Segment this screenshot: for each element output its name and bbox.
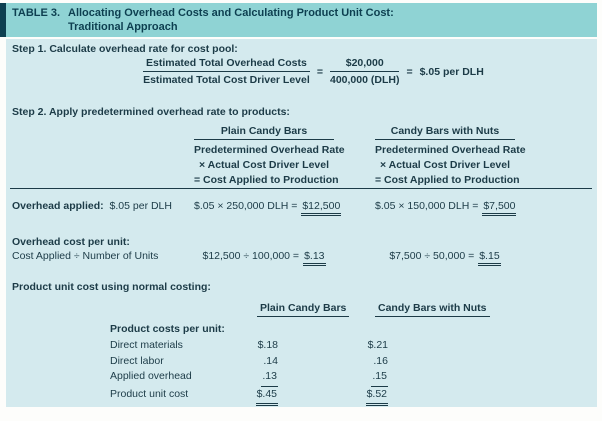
value: $.21 bbox=[367, 339, 388, 351]
table-title-line1: Allocating Overhead Costs and Calculatin… bbox=[68, 7, 394, 19]
value: $.52 bbox=[365, 387, 388, 406]
overhead-applied-plain-equation: $.05 × 250,000 DLH = $12,500 bbox=[194, 200, 342, 216]
formula-value-fraction: $20,000 400,000 (DLH) bbox=[330, 57, 400, 86]
step1-heading: Step 1. Calculate overhead rate for cost… bbox=[12, 43, 238, 55]
step1-formula: Estimated Total Overhead Costs Estimated… bbox=[143, 57, 484, 86]
table-title-bar: TABLE 3. Allocating Overhead Costs and C… bbox=[0, 3, 597, 37]
row-value-nuts: .16 bbox=[348, 354, 388, 370]
row-label: Product unit cost bbox=[110, 387, 189, 400]
row-value-plain: .14 bbox=[238, 354, 278, 370]
formula-equals-1: = bbox=[316, 65, 323, 78]
column-formula-line: = Cost Applied to Production bbox=[375, 174, 520, 186]
formula-denominator: Estimated Total Cost Driver Level bbox=[143, 74, 310, 86]
step2-heading: Step 2. Apply predetermined overhead rat… bbox=[12, 106, 290, 118]
overhead-applied-nuts-equation: $.05 × 150,000 DLH = $7,500 bbox=[375, 200, 517, 216]
overhead-applied-plain-expr: $.05 × 250,000 DLH = bbox=[194, 200, 298, 212]
title-accent-bar bbox=[0, 3, 6, 37]
overhead-per-unit-plain-expr: $12,500 ÷ 100,000 = bbox=[202, 250, 300, 262]
formula-value-numerator: $20,000 bbox=[330, 57, 400, 72]
normal-costing-heading: Product unit cost using normal costing: bbox=[12, 281, 211, 293]
product-costs-section-label: Product costs per unit: bbox=[110, 323, 225, 335]
overhead-per-unit-nuts-expr: $7,500 ÷ 50,000 = bbox=[389, 250, 475, 262]
value: $.45 bbox=[255, 387, 278, 406]
overhead-per-unit-nuts-result: $.15 bbox=[478, 250, 501, 266]
column-header-nuts: Candy Bars with Nuts bbox=[375, 125, 515, 140]
row-label: Direct labor bbox=[110, 354, 164, 367]
table-title-line2: Traditional Approach bbox=[68, 20, 178, 33]
formula-rate-fraction: Estimated Total Overhead Costs Estimated… bbox=[143, 57, 310, 86]
overhead-applied-label: Overhead applied: $.05 per DLH bbox=[12, 200, 172, 212]
product-cost-table: Product costs per unit: Direct materials… bbox=[110, 322, 388, 406]
value: .14 bbox=[263, 354, 278, 367]
overhead-applied-nuts-result: $7,500 bbox=[482, 200, 517, 216]
formula-equals-2: = bbox=[406, 65, 413, 78]
column-candy-bars-with-nuts: Candy Bars with Nuts Predetermined Overh… bbox=[375, 125, 526, 188]
overhead-applied-plain-result: $12,500 bbox=[301, 200, 342, 216]
overhead-applied-nuts-expr: $.05 × 150,000 DLH = bbox=[375, 200, 479, 212]
table-row: Direct labor .14 .16 bbox=[110, 354, 388, 370]
value: .13 bbox=[261, 369, 278, 387]
table-number: TABLE 3. bbox=[12, 7, 61, 19]
bottom-column-header-plain: Plain Candy Bars bbox=[257, 302, 350, 317]
row-label: Applied overhead bbox=[110, 370, 192, 382]
table-row: Applied overhead .13 .15 bbox=[110, 369, 388, 387]
overhead-per-unit-sublabel: Cost Applied ÷ Number of Units bbox=[12, 250, 159, 262]
column-formula-line: × Actual Cost Driver Level bbox=[198, 159, 330, 171]
value: .16 bbox=[373, 354, 388, 367]
row-value-plain: .13 bbox=[238, 369, 278, 387]
bottom-column-header-nuts: Candy Bars with Nuts bbox=[375, 302, 490, 317]
column-formula-line: × Actual Cost Driver Level bbox=[379, 159, 511, 171]
overhead-applied-label-rest: $.05 per DLH bbox=[109, 200, 172, 212]
table-row: Direct materials $.18 $.21 bbox=[110, 338, 388, 354]
row-value-nuts: .15 bbox=[348, 369, 388, 387]
table-row: Product unit cost $.45 $.52 bbox=[110, 387, 388, 407]
overhead-per-unit-plain-equation: $12,500 ÷ 100,000 = $.13 bbox=[194, 250, 334, 266]
section-divider-rule bbox=[10, 188, 592, 189]
overhead-applied-label-bold: Overhead applied: bbox=[12, 200, 104, 212]
row-value-plain: $.18 bbox=[238, 338, 278, 354]
column-formula-line: Predetermined Overhead Rate bbox=[375, 144, 526, 156]
formula-numerator: Estimated Total Overhead Costs bbox=[143, 57, 310, 72]
column-formula-line: = Cost Applied to Production bbox=[194, 174, 339, 186]
column-spacer bbox=[278, 387, 348, 407]
column-formula-line: Predetermined Overhead Rate bbox=[194, 144, 345, 156]
column-spacer bbox=[278, 354, 348, 370]
value: $.18 bbox=[257, 339, 278, 351]
row-value-nuts: $.21 bbox=[348, 338, 388, 354]
formula-result: $.05 per DLH bbox=[419, 65, 484, 78]
overhead-per-unit-label: Overhead cost per unit: bbox=[12, 236, 130, 248]
table-title: Allocating Overhead Costs and Calculatin… bbox=[68, 7, 394, 34]
column-spacer bbox=[278, 369, 348, 387]
formula-value-denominator: 400,000 (DLH) bbox=[330, 74, 400, 86]
overhead-per-unit-plain-result: $.13 bbox=[303, 250, 326, 266]
row-value-nuts: $.52 bbox=[348, 387, 388, 406]
column-spacer bbox=[278, 338, 348, 354]
column-plain-candy-bars: Plain Candy Bars Predetermined Overhead … bbox=[194, 125, 345, 188]
column-header-plain: Plain Candy Bars bbox=[194, 125, 334, 140]
table-body-panel bbox=[6, 39, 597, 407]
value: .15 bbox=[371, 369, 388, 387]
overhead-per-unit-nuts-equation: $7,500 ÷ 50,000 = $.15 bbox=[375, 250, 515, 266]
row-label: Direct materials bbox=[110, 339, 183, 351]
row-value-plain: $.45 bbox=[238, 387, 278, 406]
